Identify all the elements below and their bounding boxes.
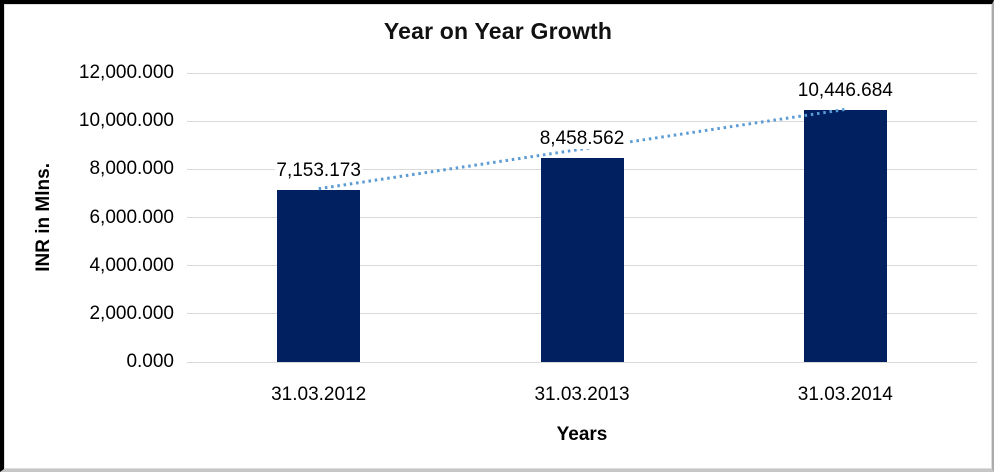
bar-value-label: 7,153.173 bbox=[274, 159, 363, 181]
x-category-label: 31.03.2014 bbox=[797, 384, 893, 405]
y-axis-tick-label: 10,000.000 bbox=[78, 110, 174, 132]
gridline bbox=[187, 72, 977, 74]
bar-31.03.2012 bbox=[277, 189, 361, 362]
x-category-label: 31.03.2013 bbox=[534, 384, 630, 405]
y-axis-tick-label: 4,000.000 bbox=[89, 254, 174, 276]
plot-area: 0.000 2,000.000 4,000.000 6,000.000 8,000.00… bbox=[79, 62, 977, 405]
chart-title: Year on Year Growth bbox=[383, 18, 613, 44]
bar-31.03.2013 bbox=[540, 158, 624, 362]
chart-canvas: Year on Year Growth INR in Mlns. 0.000 2,… bbox=[4, 4, 992, 469]
y-axis-tick-label: 2,000.000 bbox=[89, 302, 174, 324]
x-category-label: 31.03.2012 bbox=[271, 384, 367, 405]
trendline bbox=[318, 107, 846, 191]
y-axis-title-text: INR in Mlns. bbox=[33, 163, 54, 272]
y-axis-tick-label: 12,000.000 bbox=[78, 62, 174, 83]
bar-31.03.2014 bbox=[803, 110, 887, 362]
y-axis-title: INR in Mlns. bbox=[29, 73, 59, 362]
y-axis-tick-label: 0.000 bbox=[126, 351, 174, 372]
x-axis-title: Years bbox=[556, 424, 608, 445]
y-axis-tick-label: 8,000.000 bbox=[89, 158, 174, 180]
bar-value-label: 8,458.562 bbox=[537, 128, 627, 150]
gridline bbox=[187, 361, 977, 363]
gridline bbox=[187, 120, 977, 122]
y-axis-tick-label: 6,000.000 bbox=[89, 206, 174, 228]
bar-value-label: 10,446.684 bbox=[795, 80, 895, 102]
